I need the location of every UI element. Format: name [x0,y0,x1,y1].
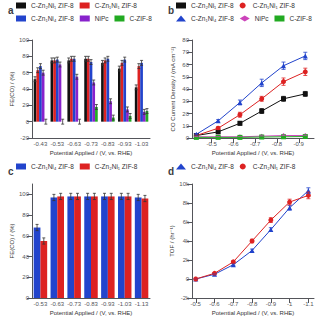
svg-text:C-Zn₂Ni₁ ZIF-8: C-Zn₂Ni₁ ZIF-8 [95,163,138,170]
svg-text:NiPc: NiPc [255,15,269,22]
svg-text:60: 60 [22,70,29,76]
svg-text:-0.7: -0.7 [228,301,239,307]
svg-text:30: 30 [182,98,189,104]
svg-text:-0.53: -0.53 [34,301,48,307]
svg-text:-0.83: -0.83 [101,141,115,147]
svg-text:-0.5: -0.5 [206,141,217,147]
svg-text:80: 80 [22,53,29,59]
svg-text:10: 10 [182,123,189,129]
svg-text:0: 0 [26,295,30,301]
svg-text:-0.63: -0.63 [67,141,81,147]
svg-text:-0.73: -0.73 [84,141,98,147]
svg-text:C-Zn₂Ni₁ ZIF-8: C-Zn₂Ni₁ ZIF-8 [253,163,296,170]
svg-text:a: a [8,5,14,16]
svg-text:100: 100 [19,37,30,43]
svg-text:80: 80 [22,212,29,218]
svg-text:Potential Applied / (V, vs. RH: Potential Applied / (V, vs. RHE) [212,150,295,156]
svg-text:-1: -1 [287,301,293,307]
svg-text:TOF / (hr⁻¹): TOF / (hr⁻¹) [169,225,175,256]
svg-text:-0.7: -0.7 [250,141,261,147]
svg-text:-0.8: -0.8 [247,301,258,307]
svg-text:b: b [168,5,174,16]
svg-text:NiPc: NiPc [95,15,109,22]
svg-text:-0.6: -0.6 [209,301,220,307]
svg-text:c: c [8,166,14,177]
svg-text:C-Zn₁Ni₄ ZIF-8: C-Zn₁Ni₄ ZIF-8 [31,163,74,170]
svg-text:-1.03: -1.03 [118,301,132,307]
svg-text:CO Current Density / (mA cm⁻²): CO Current Density / (mA cm⁻²) [170,47,176,132]
svg-text:4k: 4k [183,238,190,244]
svg-text:FE(CO) / (%): FE(CO) / (%) [9,224,15,259]
svg-text:-0.63: -0.63 [50,301,64,307]
svg-text:20: 20 [22,102,29,108]
svg-text:C-Zn₂Ni₁ ZIF-8: C-Zn₂Ni₁ ZIF-8 [191,2,234,9]
svg-text:-0.9: -0.9 [266,301,277,307]
svg-text:60: 60 [182,62,189,68]
svg-text:C-Zn₁Ni₄ ZIF-8: C-Zn₁Ni₄ ZIF-8 [191,163,234,170]
svg-text:50: 50 [182,74,189,80]
svg-text:FE(CO) / (%): FE(CO) / (%) [9,72,15,107]
svg-text:C-Zn₁Ni₄ ZIF-8: C-Zn₁Ni₄ ZIF-8 [31,15,74,22]
svg-text:40: 40 [182,86,189,92]
svg-text:C-Zn₁Ni₁ ZIF-8: C-Zn₁Ni₁ ZIF-8 [95,2,138,9]
svg-text:20: 20 [182,111,189,117]
svg-text:0: 0 [186,135,190,141]
svg-text:8k: 8k [183,200,190,206]
svg-text:0: 0 [186,276,190,282]
svg-text:C-Zn₂Ni₁ ZIF-8: C-Zn₂Ni₁ ZIF-8 [31,2,74,9]
svg-text:Potential Applied / (V, vs. RH: Potential Applied / (V, vs. RHE) [50,310,133,316]
svg-text:-1.13: -1.13 [135,301,149,307]
svg-text:40: 40 [22,254,29,260]
svg-text:-0.9: -0.9 [294,141,305,147]
svg-text:-0.43: -0.43 [34,141,48,147]
svg-text:-0.6: -0.6 [228,141,239,147]
svg-text:C-ZIF-8: C-ZIF-8 [129,15,152,22]
svg-text:C-ZIF-8: C-ZIF-8 [289,15,312,22]
svg-text:70: 70 [182,49,189,55]
svg-text:100: 100 [19,191,30,197]
svg-text:-0.73: -0.73 [67,301,81,307]
svg-text:80: 80 [182,37,189,43]
svg-text:40: 40 [22,86,29,92]
svg-text:60: 60 [22,233,29,239]
svg-text:6k: 6k [183,219,190,225]
svg-text:20: 20 [22,274,29,280]
svg-text:-20: -20 [20,135,29,141]
svg-text:2k: 2k [183,257,190,263]
svg-text:-0.8: -0.8 [272,141,283,147]
svg-text:-1.03: -1.03 [135,141,149,147]
svg-text:d: d [168,166,174,177]
svg-text:-0.93: -0.93 [101,301,115,307]
svg-text:C-Zn₁Ni₄ ZIF-8: C-Zn₁Ni₄ ZIF-8 [191,15,234,22]
svg-text:-0.53: -0.53 [50,141,64,147]
svg-text:-0.5: -0.5 [191,301,202,307]
svg-text:-0.83: -0.83 [84,301,98,307]
svg-text:Potential Applied / (V, vs. RH: Potential Applied / (V, vs. RHE) [212,310,295,316]
svg-text:-0.93: -0.93 [118,141,132,147]
svg-text:-2k: -2k [181,295,190,301]
svg-text:C-Zn₁Ni₁ ZIF-8: C-Zn₁Ni₁ ZIF-8 [253,2,296,9]
svg-text:-1.1: -1.1 [303,301,314,307]
svg-text:10k: 10k [179,181,190,187]
svg-text:0: 0 [26,119,30,125]
svg-text:Potential Applied / (V, vs. RH: Potential Applied / (V, vs. RHE) [50,150,133,156]
